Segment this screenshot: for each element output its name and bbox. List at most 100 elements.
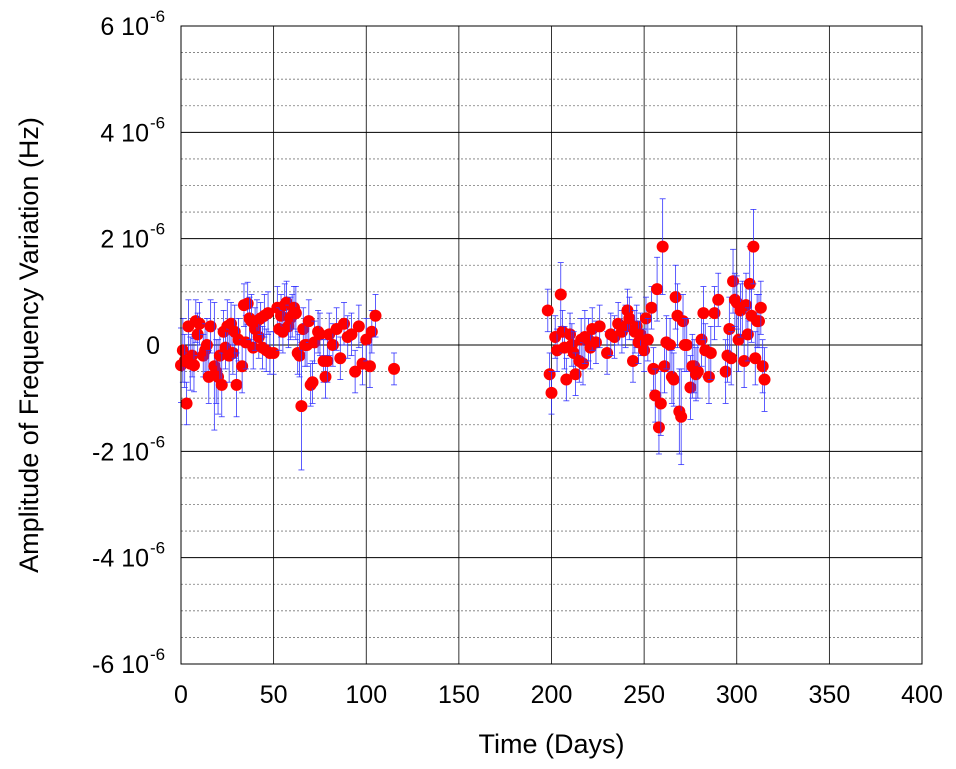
y-tick-exponent: -6 — [150, 645, 165, 664]
point-marker — [267, 346, 280, 359]
point-marker — [200, 339, 213, 351]
point-marker — [725, 352, 738, 365]
data-point — [388, 352, 401, 386]
point-marker — [747, 240, 760, 253]
point-marker — [215, 378, 228, 391]
y-axis-label: Amplitude of Frequency Variation (Hz) — [14, 117, 44, 573]
point-marker — [275, 309, 288, 322]
data-point — [352, 304, 365, 349]
data-point — [302, 299, 315, 343]
point-marker — [187, 359, 200, 372]
data-point — [641, 318, 654, 362]
data-point — [651, 256, 664, 322]
point-marker — [638, 344, 651, 357]
point-marker — [388, 362, 401, 375]
point-marker — [369, 309, 382, 322]
point-marker — [545, 386, 558, 399]
data-point — [725, 331, 738, 386]
point-marker — [669, 291, 682, 304]
point-marker — [319, 370, 332, 383]
point-marker — [651, 283, 664, 296]
data-point — [560, 357, 573, 402]
data-point — [541, 288, 554, 333]
data-point — [645, 286, 658, 330]
data-point — [295, 341, 308, 471]
point-marker — [654, 397, 667, 410]
point-marker — [313, 328, 326, 341]
point-marker — [656, 240, 669, 253]
x-axis-label: Time (Days) — [479, 729, 625, 759]
point-marker — [186, 349, 199, 362]
point-marker — [723, 323, 736, 336]
data-point — [334, 336, 347, 380]
x-tick-label: 300 — [716, 681, 758, 709]
x-tick-label: 250 — [623, 681, 665, 709]
plot-frame — [180, 25, 923, 665]
point-marker — [226, 346, 239, 359]
point-marker — [306, 376, 319, 389]
point-marker — [338, 317, 351, 330]
y-tick-exponent: -6 — [150, 432, 165, 451]
point-marker — [691, 365, 704, 378]
point-marker — [193, 317, 206, 330]
point-marker — [627, 354, 640, 367]
data-point — [215, 352, 228, 418]
point-marker — [363, 360, 376, 373]
point-marker — [675, 410, 688, 423]
y-tick-label: -6 10 — [92, 651, 149, 679]
point-marker — [680, 339, 693, 351]
data-point — [704, 325, 717, 380]
point-marker — [204, 320, 217, 333]
point-marker — [741, 328, 754, 341]
data-point — [228, 304, 241, 359]
point-marker — [564, 328, 577, 341]
data-point — [369, 294, 382, 338]
data-point — [345, 312, 358, 357]
point-marker — [664, 339, 677, 351]
data-point — [545, 371, 558, 415]
y-tick-exponent: -6 — [150, 113, 165, 132]
point-marker — [334, 352, 347, 365]
data-point — [758, 347, 771, 412]
y-tick-label: 2 10 — [100, 226, 149, 254]
data-point — [747, 209, 760, 285]
data-point — [754, 280, 767, 335]
x-tick-label: 200 — [531, 681, 573, 709]
y-tick-exponent: -6 — [150, 539, 165, 558]
y-tick-label: -4 10 — [92, 545, 149, 573]
data-point — [749, 331, 762, 386]
point-marker — [293, 349, 306, 362]
point-marker — [667, 373, 680, 386]
data-point — [319, 355, 332, 399]
x-tick-label: 0 — [174, 681, 188, 709]
point-marker — [727, 275, 740, 288]
point-marker — [349, 365, 362, 378]
point-marker — [684, 381, 697, 394]
point-marker — [295, 400, 308, 413]
point-marker — [758, 373, 771, 386]
point-marker — [652, 421, 665, 434]
y-tick-exponent: -6 — [150, 7, 165, 26]
data-point — [289, 286, 302, 341]
point-marker — [623, 312, 636, 325]
point-marker — [302, 315, 315, 328]
y-tick-label: 4 10 — [100, 119, 149, 147]
point-marker — [589, 336, 602, 349]
y-tick-exponent: -6 — [150, 220, 165, 239]
point-marker — [569, 368, 582, 381]
point-marker — [645, 301, 658, 314]
point-marker — [554, 288, 567, 301]
point-marker — [289, 307, 302, 320]
data-point — [680, 318, 693, 372]
point-marker — [352, 320, 365, 333]
y-tick-label: 0 — [146, 332, 160, 360]
point-marker — [738, 354, 751, 367]
point-marker — [712, 293, 725, 306]
point-marker — [321, 354, 334, 367]
point-marker — [697, 307, 710, 320]
point-marker — [708, 307, 721, 320]
x-tick-label: 350 — [809, 681, 851, 709]
point-marker — [560, 373, 573, 386]
